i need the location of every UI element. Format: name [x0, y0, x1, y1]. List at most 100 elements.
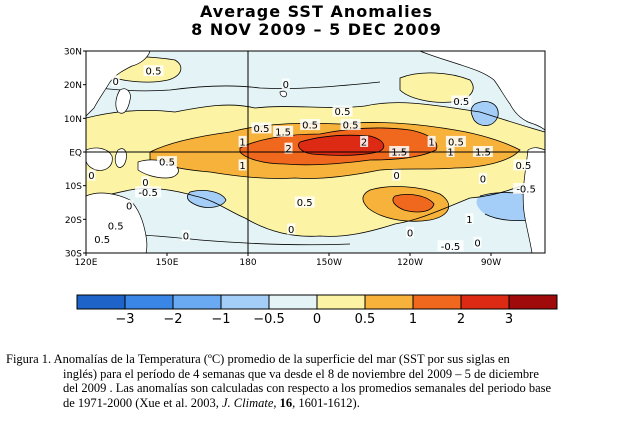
contour-label: 0 — [283, 80, 289, 91]
contour-label-bg — [143, 65, 164, 77]
x-tick-label: 120E — [75, 258, 98, 268]
contour-label: 2 — [361, 137, 367, 148]
colorbar-tick-label: −1 — [211, 312, 230, 327]
contour-label-bg — [451, 95, 472, 107]
contour-label: 0 — [407, 228, 413, 239]
contour-label-bg — [281, 78, 290, 90]
contour-label-bg — [141, 176, 150, 188]
colorbar-segment — [460, 294, 510, 310]
y-tick-label: 20S — [65, 216, 82, 226]
x-tick-label: 90W — [481, 258, 501, 268]
contour-label: -0.5 — [441, 242, 461, 253]
contour-label: 2 — [285, 144, 291, 155]
land-asia — [86, 51, 151, 117]
caption-line-1: Figura 1. Anomalías de la Temperatura (º… — [6, 352, 510, 366]
land-hawaii — [279, 90, 287, 98]
contour-label: 0 — [480, 174, 486, 185]
contour-label-bg — [238, 159, 247, 171]
contour-label: 1.5 — [275, 127, 291, 138]
caption-line-2: inglés) para el período de 4 semanas que… — [63, 366, 539, 381]
land-sulawesi — [114, 148, 127, 168]
caption-journal: J. Climate — [222, 395, 274, 410]
figure-caption: Figura 1. Anomalías de la Temperatura (º… — [6, 352, 626, 410]
contour-label-bg — [332, 105, 353, 117]
contour-label: 0.5 — [297, 198, 313, 209]
anomaly-region-2-south — [392, 194, 434, 212]
contour-label: 0.5 — [108, 222, 124, 233]
contour-label: 0.5 — [453, 97, 469, 108]
caption-line-3: del 2009 . Las anomalías son calculadas … — [63, 381, 552, 396]
y-axis-ticks: 30N 20N 10N EQ 10S 20S 30S — [64, 48, 86, 260]
contour-label-bg — [340, 119, 361, 131]
contour-label-bg — [251, 122, 272, 134]
caption-line-4: de 1971-2000 (Xue et al. 2003, J. Climat… — [6, 396, 626, 411]
y-tick-label: 30S — [65, 250, 82, 260]
contour-label: 0.5 — [159, 158, 175, 169]
x-tick-label: 150E — [156, 258, 179, 268]
contour-label: 0 — [183, 232, 189, 243]
colorbar-tick-label: −0.5 — [253, 312, 285, 327]
land-north-america — [419, 51, 545, 131]
contour-label: 0.5 — [146, 67, 162, 78]
caption-line-4-a: de 1971-2000 (Xue et al. 2003, — [63, 395, 222, 410]
contour-label-bg — [294, 196, 315, 208]
colorbar-segment — [364, 294, 414, 310]
contour-label-bg — [478, 172, 487, 184]
contour-label: 0 — [393, 171, 399, 182]
contour-label: -0.5 — [138, 188, 158, 199]
x-axis-ticks: 120E 150E 180 150W 120W 90W — [75, 253, 501, 268]
contour-label: 1.5 — [391, 148, 407, 159]
caption-volume: 16 — [279, 395, 293, 410]
contour-label: 0.5 — [515, 161, 531, 172]
anomaly-region-05-ne — [400, 72, 474, 103]
contour-label-bg — [360, 135, 369, 147]
y-tick-label: 30N — [64, 48, 82, 58]
y-tick-label: 10S — [65, 182, 82, 192]
contour-label: 0 — [474, 238, 480, 249]
contour-label-bg — [300, 119, 321, 131]
x-tick-label: 120W — [397, 258, 423, 268]
contour-label: 0.5 — [448, 137, 464, 148]
y-tick-label: EQ — [69, 149, 82, 159]
colorbar-segment — [124, 294, 174, 310]
contour-label-bg — [392, 169, 401, 181]
contour-label-bg — [284, 142, 293, 154]
caption-line-4-b: , — [273, 395, 280, 410]
contour-label-bg — [181, 230, 190, 242]
contour-label: 0.5 — [94, 235, 110, 246]
contour-label: 0.5 — [343, 121, 359, 132]
contour-label-bg — [135, 186, 162, 198]
contour-label-bg — [287, 223, 296, 235]
contour-label-bg — [513, 183, 540, 195]
contour-label: 0.5 — [302, 121, 318, 132]
chart-title: Average SST Anomalies — [199, 2, 434, 21]
colorbar — [76, 294, 558, 310]
colorbar-tick-label: 0 — [313, 312, 321, 327]
contour-label-bg — [513, 159, 534, 171]
contour-label: 0.5 — [254, 124, 270, 135]
colorbar-segment — [220, 294, 270, 310]
contour-label-bg — [238, 135, 247, 147]
contour-label-bg — [437, 240, 464, 252]
colorbar-segment — [172, 294, 222, 310]
y-tick-label: 20N — [64, 81, 82, 91]
contour-label-bg — [92, 233, 113, 245]
contour-label: 1.5 — [475, 148, 491, 159]
colorbar-tick-label: 0.5 — [355, 312, 376, 327]
contour-label: 1 — [428, 137, 434, 148]
colorbar-segment — [316, 294, 366, 310]
colorbar-tick-label: 3 — [505, 312, 513, 327]
colorbar-segment — [268, 294, 318, 310]
contour-label-bg — [87, 169, 96, 181]
colorbar-segment — [76, 294, 126, 310]
colorbar-segment — [508, 294, 558, 310]
contour-label-bg — [157, 156, 177, 168]
contour-label: -0.5 — [516, 185, 536, 196]
contour-label-bg — [406, 226, 414, 238]
contour-label: 0 — [126, 201, 132, 212]
colorbar-tick-label: 1 — [409, 312, 417, 327]
contour-label: 0 — [142, 178, 148, 189]
y-tick-label: 10N — [64, 115, 82, 125]
